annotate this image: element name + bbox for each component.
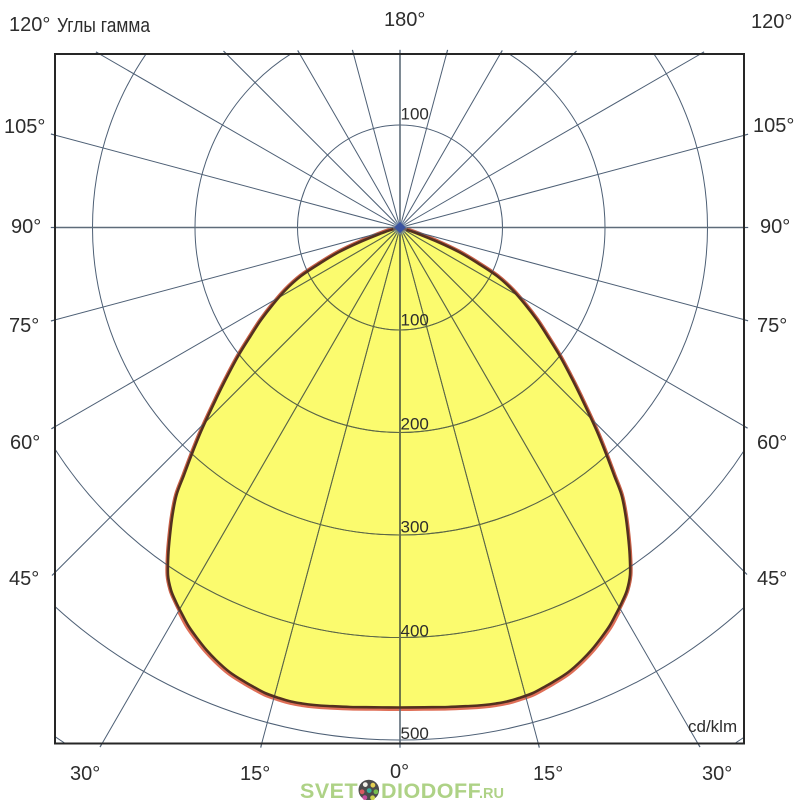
svg-text:45°: 45°	[9, 568, 39, 590]
svg-text:500: 500	[401, 724, 429, 743]
svg-text:120°: 120°	[9, 14, 50, 36]
svg-text:30°: 30°	[70, 763, 100, 785]
svg-text:cd/klm: cd/klm	[688, 717, 737, 736]
svg-text:180°: 180°	[384, 9, 425, 31]
svg-text:30°: 30°	[702, 763, 732, 785]
svg-text:60°: 60°	[10, 432, 40, 454]
svg-text:75°: 75°	[9, 315, 39, 337]
svg-text:75°: 75°	[757, 315, 787, 337]
svg-text:SVET: SVET	[300, 779, 358, 800]
svg-text:0°: 0°	[390, 761, 409, 783]
svg-text:60°: 60°	[757, 432, 787, 454]
svg-text:15°: 15°	[533, 763, 563, 785]
svg-text:200: 200	[401, 415, 429, 434]
svg-text:105°: 105°	[753, 115, 794, 137]
svg-text:100: 100	[401, 311, 429, 330]
svg-text:.RU: .RU	[479, 786, 504, 800]
svg-text:Углы гамма: Углы гамма	[57, 15, 151, 37]
svg-text:400: 400	[401, 622, 429, 641]
svg-text:DIODOFF: DIODOFF	[381, 779, 481, 800]
svg-text:45°: 45°	[757, 568, 787, 590]
svg-text:90°: 90°	[760, 216, 790, 238]
svg-text:105°: 105°	[4, 116, 45, 138]
svg-text:90°: 90°	[11, 216, 41, 238]
svg-text:15°: 15°	[240, 763, 270, 785]
svg-text:100: 100	[401, 105, 429, 124]
svg-text:300: 300	[401, 518, 429, 537]
svg-text:120°: 120°	[751, 11, 792, 33]
